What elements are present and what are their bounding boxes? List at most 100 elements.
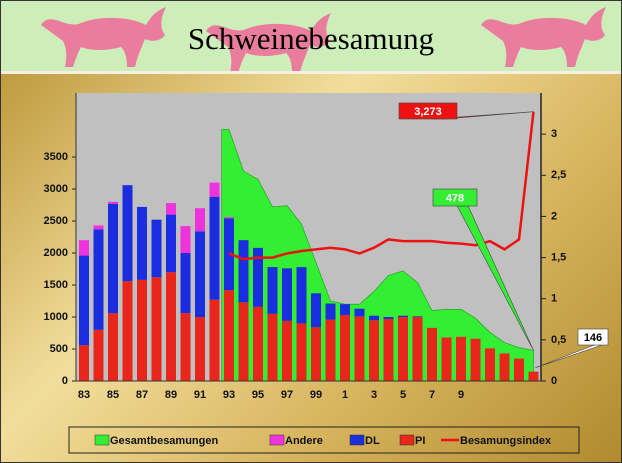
line-label: 3,273 [414,106,442,118]
bar-segment [369,315,379,321]
x-tick-label: 83 [78,389,90,401]
header: Schweinebesamung [1,1,621,74]
bar-segment [282,268,292,321]
bar-segment [282,320,292,381]
legend-label: DL [365,435,380,447]
line-label-box [398,102,458,120]
y2-tick-label: 1,5 [551,251,566,263]
y2-tick-label: 0,5 [551,334,566,346]
bar-segment [340,315,350,381]
bar-segment [108,201,118,204]
slide-title: Schweinebesamung [187,21,435,56]
legend-swatch [94,434,110,446]
y-tick-label: 3500 [44,151,68,163]
bar-segment [398,315,408,317]
bar-segment [441,337,452,381]
bar-segment [180,313,191,381]
bar-segment [369,320,379,381]
legend-swatch [399,434,415,446]
bar-segment [108,203,118,314]
bar-segment [398,317,408,381]
bar-segment [514,358,524,381]
bar-segment [325,319,336,381]
bar-segment [224,217,234,219]
bar-segment [79,240,89,256]
y-tick-label: 2000 [44,247,68,259]
bar-segment [499,353,510,381]
bar-segment [427,327,437,381]
x-tick-label: 3 [371,389,377,401]
bar-segment [137,279,147,381]
bar-segment [311,293,321,328]
legend-label: PI [415,435,425,447]
bar-segment [354,316,365,381]
y2-tick-label: 3 [551,128,557,140]
bar-segment [296,323,307,381]
x-tick-label: 93 [223,389,235,401]
bar-segment [137,206,147,280]
bar-segment [209,299,220,381]
bar-segment [340,304,350,316]
bar-segment [93,329,104,381]
bar-segment [383,317,394,319]
x-tick-label: 97 [281,389,293,401]
x-tick-label: 89 [165,389,177,401]
y-tick-label: 0 [62,375,68,387]
bar-segment [209,196,220,300]
bar-segment [456,336,466,381]
x-tick-label: 7 [429,389,435,401]
y-tick-label: 1000 [44,311,68,323]
bar-label-tail [535,344,603,368]
bar-segment [93,229,104,330]
bar-segment [79,255,89,346]
bar-segment [253,306,263,381]
y-tick-label: 3000 [44,183,68,195]
y2-tick-label: 2,5 [551,169,566,181]
y-tick-label: 2500 [44,215,68,227]
y-tick-label: 1500 [44,279,68,291]
bar-segment [412,316,423,317]
bar-segment [166,203,176,215]
bar-segment [311,327,321,381]
legend-label: Besamungsindex [460,435,552,447]
bar-segment [383,318,394,381]
legend-swatch [349,434,365,446]
bar-segment [195,231,205,317]
legend-box [68,426,580,454]
bar-segment [122,281,133,381]
area-label: 478 [446,192,464,204]
bar-segment [79,345,89,381]
bar-segment [166,214,176,273]
bar-segment [180,226,191,253]
bar-segment [180,253,191,314]
bar-segment [238,240,249,303]
legend-label: Andere [285,435,323,447]
bar-segment [151,277,162,381]
bar-segment [412,317,423,381]
bar-segment [354,308,365,317]
y2-tick-label: 0 [551,375,557,387]
bar-segment [195,317,205,381]
bar-segment [238,302,249,381]
bar-segment [122,185,133,282]
x-tick-label: 1 [342,389,348,401]
bar-segment [528,371,539,381]
bar-label-box [577,328,609,346]
legend-swatch [269,434,285,446]
bar-segment [195,208,205,232]
bar-segment [267,313,278,381]
bar-segment [93,225,104,230]
bar-segment [470,338,481,381]
bar-segment [151,219,162,278]
bar-segment [166,272,176,381]
bar-segment [267,267,278,314]
bar-segment [224,290,234,381]
x-tick-label: 99 [310,389,322,401]
x-tick-label: 91 [194,389,206,401]
bar-segment [253,247,263,307]
bar-label: 146 [584,332,602,344]
x-tick-label: 9 [458,389,464,401]
x-tick-label: 85 [107,389,119,401]
bar-segment [296,267,307,324]
